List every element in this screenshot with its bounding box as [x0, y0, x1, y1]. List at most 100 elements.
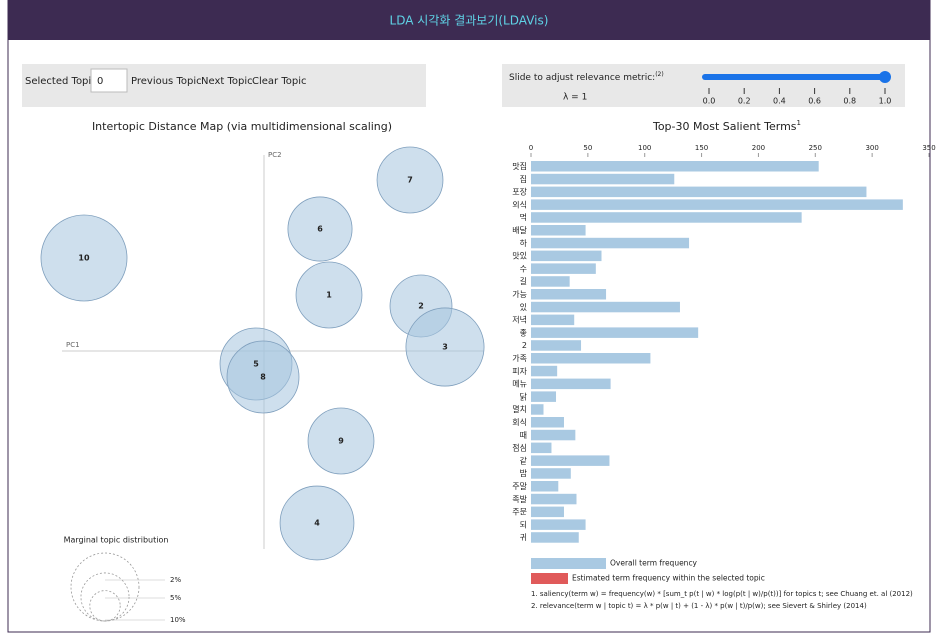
- term-bar[interactable]: [531, 404, 544, 415]
- clear-topic-button[interactable]: Clear Topic: [252, 76, 306, 87]
- term-bar[interactable]: [531, 276, 570, 287]
- marginal-label: 2%: [170, 576, 181, 584]
- term-bar[interactable]: [531, 519, 586, 530]
- term-bar[interactable]: [531, 250, 602, 262]
- slider-tick-label: 0.6: [808, 97, 821, 106]
- term-bar[interactable]: [531, 481, 559, 492]
- term-bar[interactable]: [531, 429, 576, 441]
- term-label[interactable]: 저녁: [512, 316, 527, 325]
- term-bar[interactable]: [531, 314, 575, 326]
- slider-tick-label: 0.2: [738, 97, 751, 106]
- term-label[interactable]: 먹: [520, 212, 527, 222]
- term-label[interactable]: 있: [520, 302, 527, 312]
- term-label[interactable]: 집: [520, 174, 527, 184]
- term-label[interactable]: 가족: [512, 354, 527, 363]
- term-label[interactable]: 귀: [520, 532, 527, 542]
- topic-label: 2: [418, 302, 424, 311]
- term-bar[interactable]: [531, 225, 586, 236]
- term-label[interactable]: 족발: [512, 494, 527, 504]
- term-label[interactable]: 피자: [512, 367, 527, 376]
- term-label[interactable]: 멸치: [512, 404, 527, 414]
- topic-bubble[interactable]: [226, 340, 300, 414]
- topic-label: 3: [442, 343, 448, 352]
- term-label[interactable]: 때: [520, 430, 527, 440]
- term-label[interactable]: 맛있: [512, 251, 527, 261]
- term-bar[interactable]: [531, 327, 699, 338]
- term-bar[interactable]: [531, 340, 582, 351]
- previous-topic-button[interactable]: Previous Topic: [131, 76, 202, 87]
- topic-bubble[interactable]: [376, 146, 444, 214]
- term-label[interactable]: 좋: [520, 328, 527, 337]
- term-bar[interactable]: [531, 173, 675, 185]
- term-label[interactable]: 닭: [520, 391, 528, 401]
- term-bar[interactable]: [531, 378, 611, 390]
- topic-bubble[interactable]: [307, 407, 375, 475]
- pc1-label: PC1: [66, 341, 80, 349]
- term-label[interactable]: 하: [520, 238, 528, 248]
- term-bar[interactable]: [531, 455, 610, 466]
- term-label[interactable]: 주문: [512, 508, 527, 517]
- term-bar[interactable]: [531, 532, 579, 543]
- term-label[interactable]: 길: [520, 277, 527, 286]
- term-label[interactable]: 수: [520, 264, 527, 273]
- term-bar[interactable]: [531, 365, 558, 377]
- terms-title-text: Top-30 Most Salient Terms: [652, 120, 797, 133]
- topic-label: 8: [260, 373, 266, 382]
- x-tick-label: 100: [638, 144, 651, 152]
- term-bar[interactable]: [531, 506, 564, 518]
- marginal-title: Marginal topic distribution: [64, 536, 169, 545]
- term-bar[interactable]: [531, 212, 802, 223]
- topic-bubble[interactable]: [295, 261, 363, 329]
- terms-title-note: 1: [797, 119, 801, 127]
- term-bar[interactable]: [531, 468, 571, 479]
- topic-label: 10: [78, 254, 90, 263]
- topic-input[interactable]: [90, 68, 128, 93]
- legend-label: Estimated term frequency within the sele…: [572, 574, 765, 583]
- term-label[interactable]: 가능: [512, 290, 527, 299]
- x-tick-label: 200: [752, 144, 765, 152]
- topic-bubble[interactable]: [287, 196, 353, 262]
- footnote: 1. saliency(term w) = frequency(w) * [su…: [531, 590, 913, 598]
- term-label[interactable]: 주말: [512, 482, 527, 491]
- topic-bubble[interactable]: [279, 485, 355, 561]
- relevance-label-text: Slide to adjust relevance metric:: [509, 73, 655, 83]
- term-label[interactable]: 밥: [520, 469, 528, 478]
- term-bar[interactable]: [531, 199, 903, 210]
- term-label[interactable]: 외식: [512, 199, 527, 209]
- relevance-control-box: [502, 64, 905, 107]
- x-tick-label: 0: [529, 144, 533, 152]
- term-bar[interactable]: [531, 442, 552, 454]
- topic-label: 4: [314, 519, 320, 528]
- term-label[interactable]: 2: [522, 341, 527, 350]
- term-label[interactable]: 같: [520, 455, 528, 465]
- next-topic-button[interactable]: Next Topic: [201, 76, 253, 87]
- relevance-label: Slide to adjust relevance metric:(2): [509, 71, 664, 83]
- x-tick-label: 50: [583, 144, 592, 152]
- term-bar[interactable]: [531, 391, 557, 402]
- term-bar[interactable]: [531, 353, 651, 364]
- topic-label: 7: [407, 176, 413, 185]
- marginal-label: 5%: [170, 594, 181, 602]
- term-label[interactable]: 맛집: [512, 161, 527, 171]
- term-bar[interactable]: [531, 289, 607, 300]
- term-label[interactable]: 점심: [512, 443, 527, 453]
- term-bar[interactable]: [531, 417, 564, 428]
- term-bar[interactable]: [531, 301, 680, 313]
- term-label[interactable]: 메뉴: [512, 380, 527, 389]
- term-label[interactable]: 포장: [512, 187, 527, 197]
- topic-bubble[interactable]: [405, 307, 485, 387]
- term-label[interactable]: 배달: [512, 226, 527, 235]
- slider-handle[interactable]: [879, 71, 891, 83]
- term-bar[interactable]: [531, 237, 690, 249]
- topic-bubble[interactable]: [40, 214, 128, 302]
- term-bar[interactable]: [531, 493, 577, 505]
- topic-input-value[interactable]: 0: [97, 76, 103, 87]
- term-bar[interactable]: [531, 186, 867, 198]
- term-bar[interactable]: [531, 263, 596, 274]
- x-tick-label: 150: [695, 144, 708, 152]
- term-label[interactable]: 회식: [512, 418, 527, 427]
- term-label[interactable]: 되: [520, 520, 527, 529]
- slider-tick-label: 1.0: [879, 97, 892, 106]
- term-bar[interactable]: [531, 161, 819, 172]
- topic-label: 5: [253, 360, 259, 369]
